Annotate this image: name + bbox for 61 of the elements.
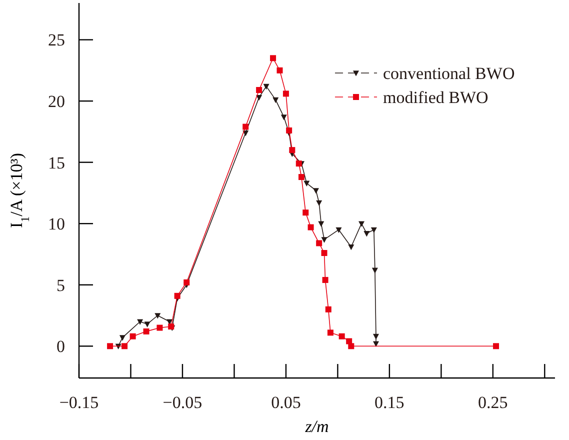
x-tick-label: −0.05 <box>162 393 202 412</box>
point <box>119 335 126 341</box>
point <box>256 94 262 101</box>
point <box>302 210 309 216</box>
point <box>296 160 302 167</box>
point <box>318 221 324 227</box>
point <box>289 147 296 154</box>
point <box>316 240 322 246</box>
point <box>298 174 304 180</box>
point <box>338 333 345 340</box>
x-tick-label: 0.05 <box>271 393 301 412</box>
point <box>336 227 342 234</box>
point <box>322 276 328 283</box>
y-tick-label: 20 <box>48 92 65 111</box>
point <box>144 322 150 328</box>
point <box>122 343 128 350</box>
point <box>321 250 328 256</box>
y-tick-label: 10 <box>48 214 65 234</box>
point <box>137 319 144 325</box>
point <box>242 124 249 130</box>
point <box>280 114 287 120</box>
point <box>184 279 190 286</box>
x-tick-label: −0.15 <box>59 393 99 412</box>
point <box>276 67 283 74</box>
point <box>372 268 378 274</box>
point <box>358 221 364 227</box>
point <box>256 87 262 94</box>
y-tick-label: 5 <box>56 276 65 295</box>
x-tick-label: 0.15 <box>374 393 404 412</box>
point <box>272 97 279 104</box>
y-tick-label: 25 <box>48 30 65 50</box>
point <box>282 90 289 97</box>
x-tick-label: 0.25 <box>478 393 508 412</box>
legend-label: modified BWO <box>383 88 488 107</box>
point <box>154 313 161 319</box>
x-axis-title: z/m <box>304 417 329 436</box>
point <box>143 328 150 334</box>
point <box>493 343 500 350</box>
point <box>270 55 276 62</box>
y-tick-label: 15 <box>48 153 65 172</box>
point <box>372 334 379 340</box>
point <box>316 200 322 206</box>
y-tick-label: 0 <box>56 337 65 356</box>
point <box>321 237 328 243</box>
point <box>107 343 114 350</box>
point <box>286 127 292 134</box>
point <box>263 84 270 90</box>
point <box>364 230 370 237</box>
point <box>312 188 319 194</box>
point <box>325 306 332 312</box>
point <box>174 292 180 299</box>
point <box>156 324 163 331</box>
point <box>348 343 354 350</box>
point <box>327 330 334 336</box>
point <box>242 130 249 136</box>
legend-label: conventional BWO <box>383 64 515 83</box>
point <box>348 244 354 250</box>
point <box>130 333 136 340</box>
point <box>370 227 377 234</box>
point <box>308 224 314 230</box>
point <box>304 180 310 186</box>
